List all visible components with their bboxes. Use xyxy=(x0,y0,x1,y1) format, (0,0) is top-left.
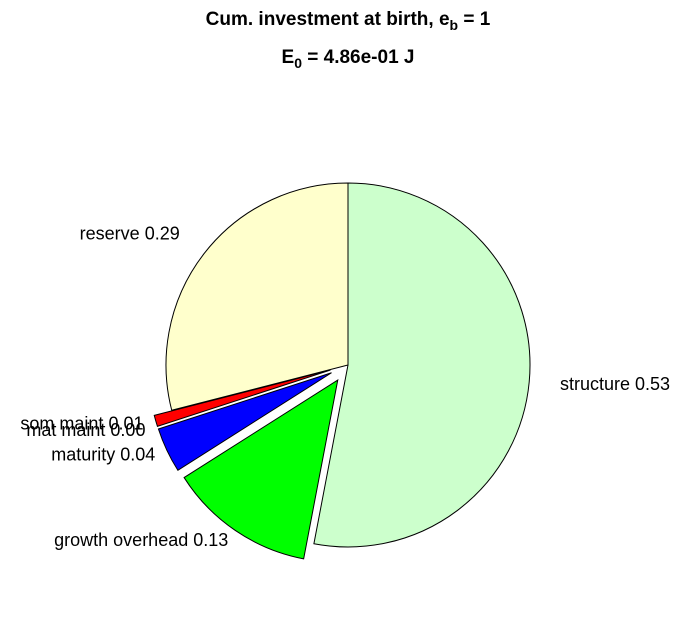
slice-value: 0.00 xyxy=(110,420,145,440)
subtitle-subscript: 0 xyxy=(294,55,302,71)
slice-value: 0.29 xyxy=(145,223,180,243)
pie-slice xyxy=(153,369,331,427)
slice-label: growth overhead 0.13 xyxy=(54,530,228,550)
chart-subtitle: E0 = 4.86e-01 J xyxy=(282,47,415,71)
slice-value: 0.13 xyxy=(193,530,228,550)
title-text: Cum. investment at birth, e xyxy=(206,9,450,30)
slice-category: reserve xyxy=(80,223,140,243)
slice-label: reserve 0.29 xyxy=(80,223,180,243)
subtitle-text: = 4.86e-01 J xyxy=(302,47,415,68)
slice-value: 0.04 xyxy=(120,444,155,464)
slice-label: mat maint 0.00 xyxy=(26,420,145,440)
pie-slice xyxy=(183,379,339,560)
pie-slice xyxy=(165,182,349,411)
slice-label: structure 0.53 xyxy=(560,374,670,394)
slice-category: som maint xyxy=(20,413,103,433)
pie-slice xyxy=(157,372,332,471)
title-subscript: b xyxy=(450,17,459,33)
slice-category: mat maint xyxy=(26,420,105,440)
slice-category: maturity xyxy=(51,444,115,464)
slice-value: 0.01 xyxy=(108,413,143,433)
slice-label: som maint 0.01 xyxy=(20,413,143,433)
slice-category: structure xyxy=(560,374,630,394)
title-text: = 1 xyxy=(458,9,491,30)
pie-slice xyxy=(313,182,531,548)
slice-label: maturity 0.04 xyxy=(51,444,155,464)
subtitle-text: E xyxy=(282,47,295,68)
slice-category: growth overhead xyxy=(54,530,188,550)
chart-title: Cum. investment at birth, eb = 1 xyxy=(206,9,491,33)
slice-value: 0.53 xyxy=(635,374,670,394)
